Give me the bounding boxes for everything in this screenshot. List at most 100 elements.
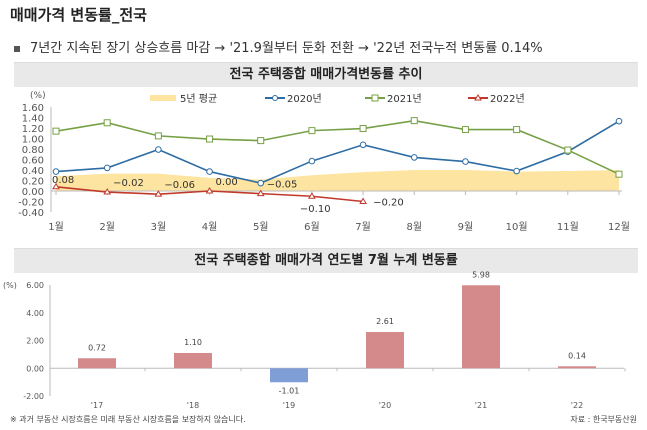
bar-value-label: 5.98 <box>472 270 490 279</box>
source-note: 자료 : 한국부동산원 <box>570 415 637 424</box>
point-2020 <box>155 146 162 153</box>
bar-x-tick-label: '18 <box>187 401 199 410</box>
point-2021 <box>564 146 572 154</box>
point-2021 <box>154 132 162 140</box>
y-tick-label: 1.40 <box>22 114 44 125</box>
x-tick-label: 12월 <box>608 221 630 233</box>
bar-x-tick-label: '20 <box>379 401 391 410</box>
legend-label: 2022년 <box>490 93 525 105</box>
bar-y-tick-label: 2.00 <box>26 337 44 346</box>
legend-label: 5년 평균 <box>180 93 217 105</box>
data-label-2022: −0.05 <box>267 180 298 191</box>
summary-line: 7년간 지속된 장기 상승흐름 마감 → '21.9월부터 둔화 전환 → '2… <box>14 37 543 56</box>
bar-value-label: 0.14 <box>568 351 586 360</box>
point-2021 <box>308 127 316 135</box>
bar-'19 <box>270 368 308 383</box>
data-label-2022: 0.08 <box>52 175 74 186</box>
y-tick-label: 0.60 <box>22 156 44 167</box>
area-5yr-avg <box>56 170 619 191</box>
data-label-2022: −0.02 <box>113 178 144 189</box>
point-2020 <box>359 141 367 149</box>
point-2021 <box>513 126 521 134</box>
page-title: 매매가격 변동률_전국 <box>10 6 147 24</box>
bar-y-tick-label: 4.00 <box>26 309 44 318</box>
bullet-icon <box>14 45 20 52</box>
bar-x-tick-label: '17 <box>91 401 103 410</box>
bar-x-tick-label: '19 <box>283 401 295 410</box>
data-label-2022: −0.20 <box>373 198 404 209</box>
legend-marker <box>371 94 379 102</box>
bar-y-unit: (%) <box>3 281 17 290</box>
data-label-2022: −0.10 <box>300 204 331 215</box>
point-2021 <box>359 125 367 133</box>
x-tick-label: 6월 <box>304 221 320 233</box>
y-tick-label: 0.40 <box>22 166 44 177</box>
point-2020 <box>257 179 265 187</box>
point-2021 <box>615 170 623 178</box>
point-2022 <box>256 189 265 197</box>
x-tick-label: 3월 <box>151 221 167 233</box>
point-2021 <box>257 137 265 145</box>
y-tick-label: 1.20 <box>22 124 44 135</box>
point-2020 <box>462 158 469 165</box>
bar-y-tick-label: 0.00 <box>26 364 44 373</box>
point-2021 <box>410 117 418 125</box>
point-2020 <box>410 154 418 161</box>
x-tick-label: 5월 <box>253 221 269 233</box>
point-2020 <box>103 164 111 172</box>
y-tick-label: 0.20 <box>22 177 44 188</box>
legend-label: 2021년 <box>387 93 422 105</box>
bar-y-tick-label: -2.00 <box>23 392 44 401</box>
point-2020 <box>513 167 520 175</box>
y-tick-label: 0.80 <box>22 145 44 156</box>
bar-'20 <box>366 332 404 369</box>
point-2020 <box>615 117 623 125</box>
x-tick-label: 1월 <box>48 221 64 233</box>
legend-swatch-avg <box>150 95 176 101</box>
data-label-2022: −0.06 <box>164 180 195 191</box>
point-2022 <box>154 190 163 197</box>
y-tick-label: -0.20 <box>18 198 44 209</box>
point-2021 <box>206 135 214 143</box>
bar-y-tick-label: 6.00 <box>26 281 44 290</box>
bar-value-label: -1.01 <box>279 386 300 395</box>
bar-value-label: 1.10 <box>184 338 202 347</box>
y-tick-label: 1.60 <box>22 103 44 114</box>
x-tick-label: 9월 <box>458 221 474 233</box>
bar-value-label: 2.61 <box>376 317 394 326</box>
summary-text: 7년간 지속된 장기 상승흐름 마감 → '21.9월부터 둔화 전환 → '2… <box>30 41 543 56</box>
x-tick-label: 7월 <box>355 221 371 233</box>
y-unit-label: (%) <box>30 91 46 101</box>
bar-'21 <box>462 285 500 369</box>
data-label-2022: 0.00 <box>216 177 238 188</box>
point-2020 <box>52 168 60 175</box>
x-tick-label: 2월 <box>99 221 115 233</box>
bar-'17 <box>78 358 116 369</box>
legend-marker <box>272 95 278 101</box>
point-2021 <box>52 127 60 135</box>
bar-value-label: 0.72 <box>88 343 106 352</box>
bar-'22 <box>558 366 596 369</box>
point-2022 <box>205 187 214 194</box>
point-2020 <box>206 168 213 175</box>
bar-chart-title: 전국 주택종합 매매가격 연도별 7월 누계 변동률 <box>14 248 638 273</box>
footnote: ※ 과거 부동산 시장흐름은 미래 부동산 시장흐름을 보장하지 않습니다. <box>10 415 246 424</box>
y-tick-label: -0.40 <box>18 208 44 219</box>
line-chart-title: 전국 주택종합 매매가격변동률 추이 <box>14 62 638 87</box>
x-tick-label: 11월 <box>557 221 579 233</box>
x-tick-label: 4월 <box>202 221 218 233</box>
line-2020년 <box>55 120 620 184</box>
point-2022 <box>308 192 316 199</box>
point-2022 <box>359 197 367 204</box>
point-2020 <box>308 157 316 165</box>
point-2022 <box>52 182 60 190</box>
x-tick-label: 10월 <box>506 221 528 233</box>
line-2021년 <box>55 119 620 175</box>
point-2021 <box>461 126 469 134</box>
y-tick-label: 0.00 <box>22 187 44 198</box>
y-tick-label: 1.00 <box>22 135 44 146</box>
bar-x-tick-label: '22 <box>571 401 583 410</box>
legend-label: 2020년 <box>287 93 322 105</box>
bar-x-tick-label: '21 <box>475 401 487 410</box>
